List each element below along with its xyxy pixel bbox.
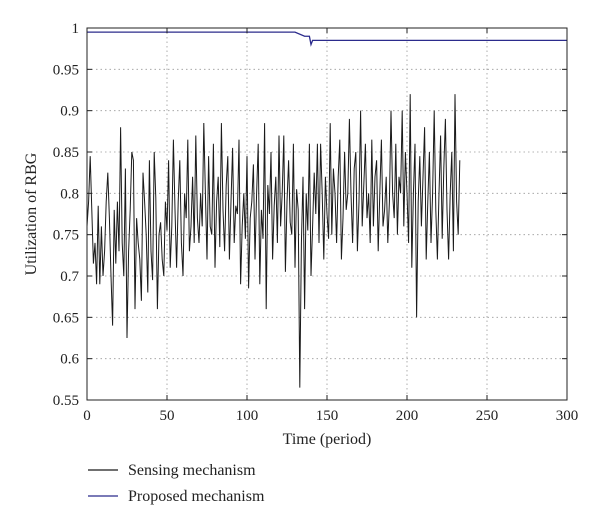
legend-label-proposed: Proposed mechanism bbox=[128, 488, 265, 505]
tick-labels: 0 50 100 150 200 250 300 0.55 0.6 0.65 0.7 0.75 0.8 0… bbox=[53, 21, 579, 424]
x-tick-label: 100 bbox=[236, 408, 259, 424]
y-tick-label: 0.65 bbox=[53, 310, 79, 326]
legend: Sensing mechanism Proposed mechanism bbox=[88, 462, 265, 505]
y-tick-label: 0.55 bbox=[53, 393, 79, 409]
tick-marks bbox=[86, 27, 568, 401]
x-tick-label: 200 bbox=[396, 408, 419, 424]
legend-label-sensing: Sensing mechanism bbox=[128, 462, 256, 479]
y-tick-label: 0.85 bbox=[53, 145, 79, 161]
y-tick-label: 0.75 bbox=[53, 228, 79, 244]
series-line-sensing bbox=[86, 94, 461, 388]
x-tick-label: 150 bbox=[316, 408, 339, 424]
series-lines bbox=[86, 31, 567, 388]
y-tick-label: 1 bbox=[72, 21, 80, 37]
y-tick-label: 0.6 bbox=[60, 352, 79, 368]
x-tick-label: 300 bbox=[556, 408, 579, 424]
y-tick-label: 0.7 bbox=[60, 269, 79, 285]
y-tick-label: 0.95 bbox=[53, 62, 79, 78]
y-tick-label: 0.8 bbox=[60, 186, 79, 202]
x-tick-label: 50 bbox=[160, 408, 175, 424]
y-tick-label: 0.9 bbox=[60, 104, 79, 120]
x-tick-label: 0 bbox=[83, 408, 91, 424]
series-line-proposed bbox=[87, 31, 567, 47]
x-tick-label: 250 bbox=[476, 408, 499, 424]
x-axis-title: Time (period) bbox=[283, 431, 372, 448]
y-axis-title: Utilization of RBG bbox=[23, 152, 40, 275]
